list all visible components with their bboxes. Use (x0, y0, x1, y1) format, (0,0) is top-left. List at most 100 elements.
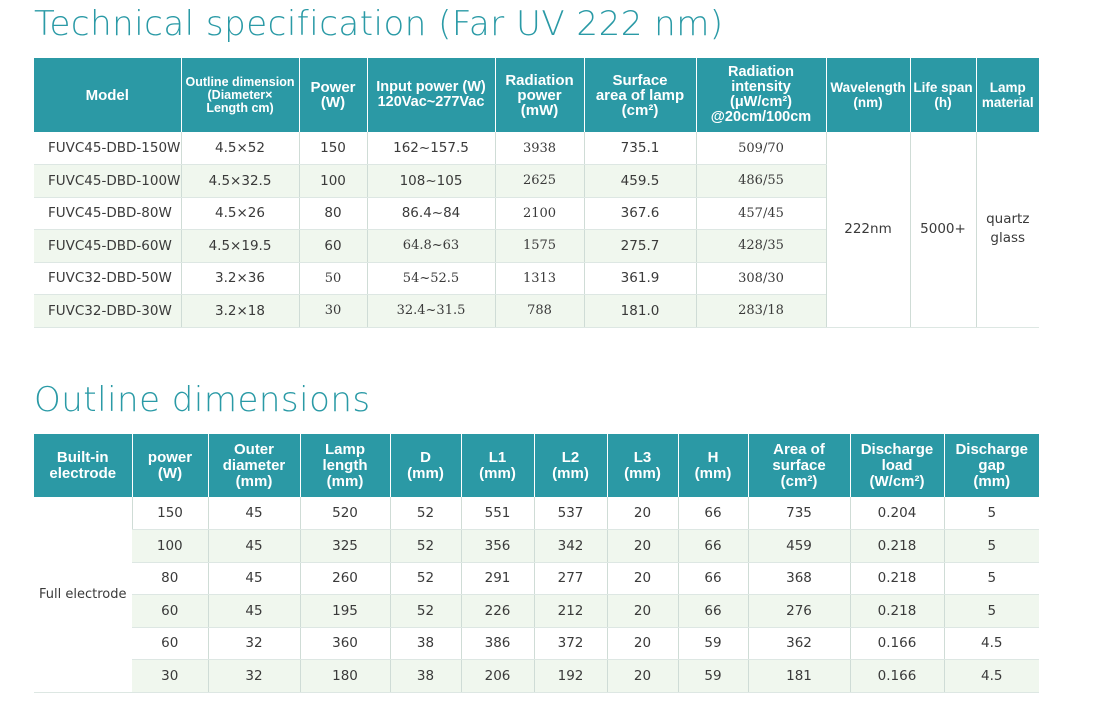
surface-area-cell: 275.7 (583, 229, 696, 263)
header-input-power: Input power (W) 120Vac~277Vac (366, 58, 495, 132)
radiation-intensity-cell: 283/18 (695, 294, 826, 328)
l1-cell: 356 (460, 529, 534, 563)
discharge-load-cell: 0.218 (849, 594, 944, 628)
radiation-intensity-cell: 308/30 (695, 262, 826, 295)
outline-cell: 4.5×52 (180, 132, 299, 165)
dimensions-table: Built-in electrode power (W) Outer diame… (34, 434, 1039, 693)
power-cell: 80 (132, 562, 208, 595)
h-cell: 59 (677, 659, 748, 693)
discharge-load-cell: 0.166 (849, 627, 944, 660)
d-cell: 52 (389, 529, 461, 563)
power-cell: 30 (298, 294, 367, 328)
discharge-gap-cell: 5 (943, 529, 1039, 563)
table-row: Full electrode 150 45 520 52 551 537 20 … (34, 497, 1039, 693)
life-span-cell: 5000+ (909, 132, 976, 328)
outline-cell: 4.5×32.5 (180, 164, 299, 198)
surface-area-cell: 367.6 (583, 197, 696, 230)
radiation-power-cell: 788 (494, 294, 584, 328)
l3-cell: 20 (606, 594, 678, 628)
surface-area-cell: 735.1 (583, 132, 696, 165)
header-built-in-electrode: Built-in electrode (34, 434, 132, 497)
area-cell: 735 (747, 497, 850, 530)
l1-cell: 291 (460, 562, 534, 595)
radiation-power-cell: 1575 (494, 229, 584, 263)
header-outer-diameter: Outer diameter (mm) (207, 434, 300, 497)
l1-cell: 551 (460, 497, 534, 530)
discharge-load-cell: 0.218 (849, 562, 944, 595)
d-cell: 38 (389, 659, 461, 693)
surface-area-cell: 459.5 (583, 164, 696, 198)
surface-area-cell: 361.9 (583, 262, 696, 295)
spec-section-title: Technical specification (Far UV 222 nm) (34, 4, 724, 44)
l1-cell: 386 (460, 627, 534, 660)
header-model: Model (34, 58, 181, 132)
model-cell: FUVC32-DBD-50W (34, 262, 181, 295)
table-row: FUVC45-DBD-60W 4.5×19.5 60 64.8~63 1575 … (34, 229, 1039, 263)
model-cell: FUVC45-DBD-80W (34, 197, 181, 230)
discharge-gap-cell: 4.5 (943, 627, 1039, 660)
area-cell: 362 (747, 627, 850, 660)
power-cell: 60 (132, 627, 208, 660)
l1-cell: 226 (460, 594, 534, 628)
h-cell: 66 (677, 562, 748, 595)
header-lamp-length: Lamp length (mm) (299, 434, 390, 497)
header-lamp-material: Lamp material (975, 58, 1039, 132)
radiation-power-cell: 3938 (494, 132, 584, 165)
header-area-of-surface: Area of surface (cm²) (747, 434, 850, 497)
h-cell: 59 (677, 627, 748, 660)
header-h: H (mm) (677, 434, 748, 497)
area-cell: 181 (747, 659, 850, 693)
h-cell: 66 (677, 529, 748, 563)
spec-table: Model Outline dimension (Diameter× Lengt… (34, 58, 1039, 328)
table-row: 80 45 260 52 291 277 20 66 368 0.218 5 (34, 562, 1039, 595)
lamp-length-cell: 195 (299, 594, 390, 628)
table-row: FUVC32-DBD-30W 3.2×18 30 32.4~31.5 788 1… (34, 294, 1039, 328)
discharge-load-cell: 0.204 (849, 497, 944, 530)
power-cell: 60 (132, 594, 208, 628)
table-row: FUVC32-DBD-50W 3.2×36 50 54~52.5 1313 36… (34, 262, 1039, 295)
l3-cell: 20 (606, 497, 678, 530)
discharge-load-cell: 0.218 (849, 529, 944, 563)
header-d: D (mm) (389, 434, 461, 497)
model-cell: FUVC32-DBD-30W (34, 294, 181, 328)
lamp-length-cell: 360 (299, 627, 390, 660)
outer-diameter-cell: 45 (207, 529, 300, 563)
power-cell: 150 (131, 497, 208, 530)
header-radiation-power: Radiation power (mW) (494, 58, 584, 132)
radiation-intensity-cell: 457/45 (695, 197, 826, 230)
d-cell: 38 (389, 627, 461, 660)
header-power: Power (W) (298, 58, 367, 132)
dims-header-row: Built-in electrode power (W) Outer diame… (34, 434, 1039, 497)
header-wavelength: Wavelength (nm) (825, 58, 910, 132)
dims-section-title: Outline dimensions (34, 380, 371, 420)
area-cell: 368 (747, 562, 850, 595)
l2-cell: 342 (533, 529, 607, 563)
input-power-cell: 54~52.5 (366, 262, 495, 295)
header-life-span: Life span (h) (909, 58, 976, 132)
table-row: FUVC45-DBD-80W 4.5×26 80 86.4~84 2100 36… (34, 197, 1039, 230)
input-power-cell: 32.4~31.5 (366, 294, 495, 328)
l1-cell: 206 (460, 659, 534, 693)
input-power-cell: 86.4~84 (366, 197, 495, 230)
power-cell: 150 (298, 132, 367, 165)
h-cell: 66 (677, 497, 748, 530)
area-cell: 459 (747, 529, 850, 563)
l2-cell: 277 (533, 562, 607, 595)
lamp-length-cell: 260 (299, 562, 390, 595)
power-cell: 100 (132, 529, 208, 563)
l2-cell: 372 (533, 627, 607, 660)
area-cell: 276 (747, 594, 850, 628)
d-cell: 52 (389, 594, 461, 628)
lamp-length-cell: 520 (299, 497, 390, 530)
table-row: 30 32 180 38 206 192 20 59 181 0.166 4.5 (34, 659, 1039, 693)
electrode-cell: Full electrode (34, 497, 132, 693)
input-power-cell: 108~105 (366, 164, 495, 198)
header-discharge-gap: Discharge gap (mm) (943, 434, 1039, 497)
table-row: 60 32 360 38 386 372 20 59 362 0.166 4.5 (34, 627, 1039, 660)
model-cell: FUVC45-DBD-100W (34, 164, 181, 198)
material-cell: quartz glass (975, 132, 1039, 328)
table-row: 100 45 325 52 356 342 20 66 459 0.218 5 (34, 529, 1039, 563)
h-cell: 66 (677, 594, 748, 628)
power-cell: 100 (298, 164, 367, 198)
input-power-cell: 162~157.5 (366, 132, 495, 165)
